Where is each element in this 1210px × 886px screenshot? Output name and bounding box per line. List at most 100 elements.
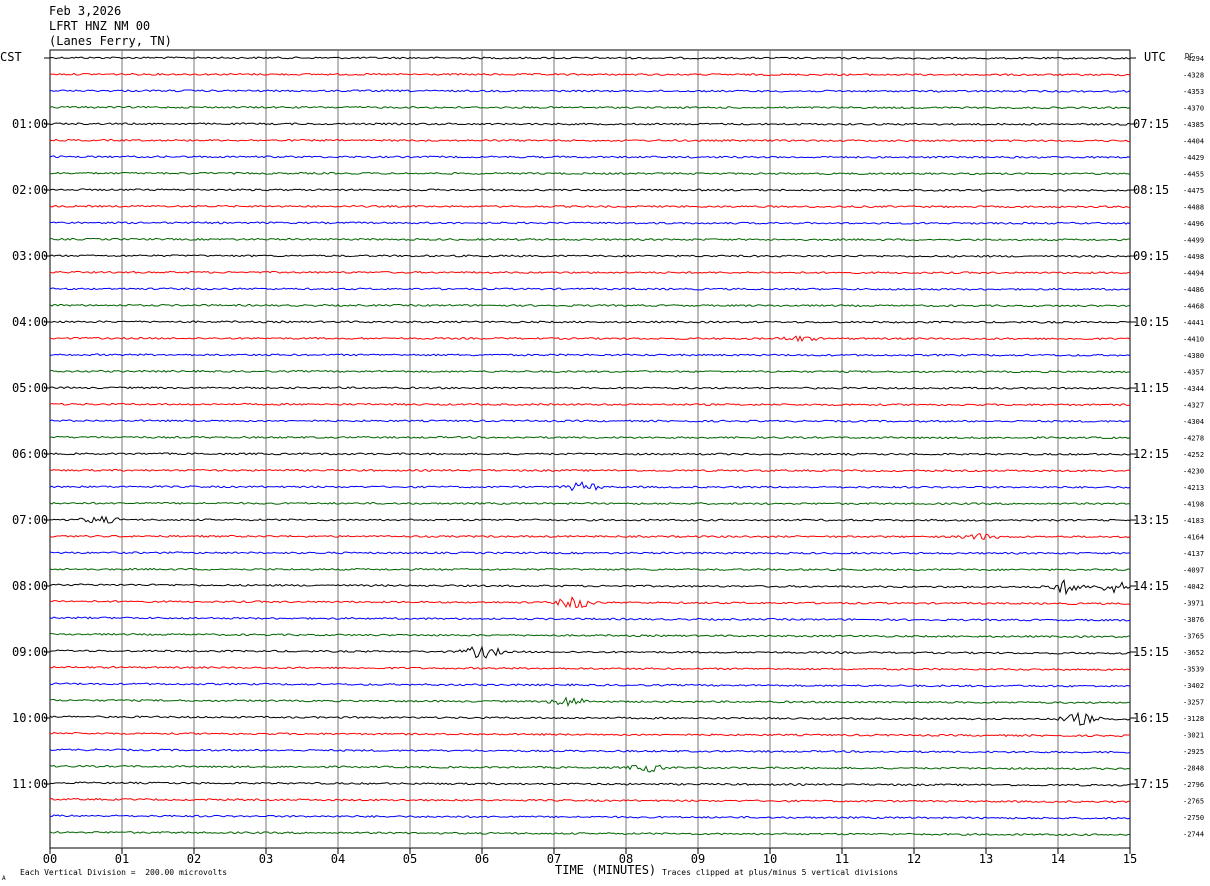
dc-offset-label: -4344 <box>1183 385 1204 393</box>
cst-hour-label: 01:00 <box>12 117 48 131</box>
x-tick-label: 00 <box>43 852 57 866</box>
plot-grid <box>44 49 1136 854</box>
cst-hour-label: 04:00 <box>12 315 48 329</box>
dc-offset-label: -3971 <box>1183 600 1204 608</box>
plot-frame <box>49 49 1131 849</box>
utc-hour-label: 15:15 <box>1133 645 1169 659</box>
dc-offset-label: -4327 <box>1183 402 1204 410</box>
dc-offset-label: -2848 <box>1183 765 1204 773</box>
x-tick-label: 12 <box>907 852 921 866</box>
seismic-trace <box>49 501 1131 506</box>
utc-hour-label: 07:15 <box>1133 117 1169 131</box>
seismic-trace <box>49 797 1131 804</box>
seismic-trace <box>49 188 1131 192</box>
seismic-traces <box>49 56 1131 837</box>
x-tick-label: 03 <box>259 852 273 866</box>
utc-hour-label: 16:15 <box>1133 711 1169 725</box>
seismic-trace <box>49 89 1131 93</box>
utc-hour-label: 14:15 <box>1133 579 1169 593</box>
dc-offset-label: -3539 <box>1183 666 1204 674</box>
seismic-trace <box>49 204 1131 209</box>
seismic-trace <box>49 402 1131 407</box>
x-axis-title: TIME (MINUTES) <box>555 863 656 877</box>
seismic-trace <box>49 435 1131 440</box>
x-tick-label: 10 <box>763 852 777 866</box>
dc-offset-label: -4410 <box>1183 336 1204 344</box>
dc-offset-label: -4499 <box>1183 237 1204 245</box>
header-date: Feb 3,2026 <box>49 4 122 18</box>
dc-offset-label: -3128 <box>1183 715 1204 723</box>
seismic-trace <box>49 369 1131 374</box>
dc-offset-label: -3021 <box>1183 732 1204 740</box>
x-tick-label: 15 <box>1123 852 1137 866</box>
dc-offset-label: -4455 <box>1183 171 1204 179</box>
dc-offset-label: -4494 <box>1183 270 1204 278</box>
seismic-trace <box>49 320 1131 324</box>
utc-hour-label: 17:15 <box>1133 777 1169 791</box>
dc-offset-label: -4357 <box>1183 369 1204 377</box>
dc-offset-label: -4328 <box>1183 72 1204 80</box>
axis-labels: 00 01 02 03 04 05 06 07 08 09 10 11 12 13 14 15 -4294 -43… <box>12 55 1204 866</box>
x-tick-label: 09 <box>691 852 705 866</box>
seismic-trace <box>49 551 1131 555</box>
seismic-trace <box>49 781 1131 787</box>
seismic-trace <box>49 386 1131 390</box>
cst-hour-label: 06:00 <box>12 447 48 461</box>
x-tick-label: 06 <box>475 852 489 866</box>
dc-offset-label: -4370 <box>1183 105 1204 113</box>
dc-offset-label: -4198 <box>1183 501 1204 509</box>
utc-hour-label: 10:15 <box>1133 315 1169 329</box>
corner-mark: A <box>2 875 6 882</box>
seismic-trace <box>49 353 1131 357</box>
seismic-trace <box>49 682 1131 688</box>
seismic-trace <box>49 632 1131 639</box>
x-tick-label: 13 <box>979 852 993 866</box>
seismic-trace <box>49 731 1131 738</box>
seismic-trace <box>49 237 1131 242</box>
dc-offset-label: -2925 <box>1183 748 1204 756</box>
x-tick-label: 02 <box>187 852 201 866</box>
seismic-trace <box>49 155 1131 159</box>
x-tick-label: 01 <box>115 852 129 866</box>
dc-offset-label: -2796 <box>1183 781 1204 789</box>
seismic-trace <box>49 616 1131 622</box>
seismic-trace <box>49 764 1131 773</box>
seismic-trace <box>49 596 1131 609</box>
dc-offset-label: -4429 <box>1183 154 1204 162</box>
dc-offset-label: -4164 <box>1183 534 1204 542</box>
seismic-trace <box>49 335 1131 343</box>
dc-offset-label: -4137 <box>1183 550 1204 558</box>
utc-axis-label: UTC <box>1144 50 1166 64</box>
dc-offset-label: -4252 <box>1183 451 1204 459</box>
seismic-trace <box>49 665 1131 672</box>
x-tick-label: 05 <box>403 852 417 866</box>
dc-offset-label: -4213 <box>1183 484 1204 492</box>
seismic-trace <box>49 171 1131 176</box>
dc-offset-label: -4404 <box>1183 138 1204 146</box>
dc-offset-label: -4278 <box>1183 435 1204 443</box>
seismic-trace <box>49 711 1131 726</box>
dc-offset-label: -2765 <box>1183 798 1204 806</box>
seismic-trace <box>49 287 1131 291</box>
seismic-trace <box>49 830 1131 837</box>
seismic-trace <box>49 578 1131 596</box>
x-tick-label: 11 <box>835 852 849 866</box>
cst-hour-label: 05:00 <box>12 381 48 395</box>
seismic-trace <box>49 221 1131 225</box>
dc-offset-label: -4097 <box>1183 567 1204 575</box>
cst-axis-label: CST <box>0 50 22 64</box>
seismic-trace <box>49 254 1131 258</box>
seismic-trace <box>49 696 1131 708</box>
dc-offset-label: -4486 <box>1183 286 1204 294</box>
seismic-trace <box>49 645 1131 659</box>
clip-note: Traces clipped at plus/minus 5 vertical … <box>662 868 898 877</box>
x-tick-label: 07 <box>547 852 561 866</box>
dc-offset-label: -4498 <box>1183 253 1204 261</box>
cst-hour-label: 10:00 <box>12 711 48 725</box>
dc-offset-label: -3652 <box>1183 649 1204 657</box>
dc-offset-label: -4183 <box>1183 517 1204 525</box>
dc-offset-label: -4441 <box>1183 319 1204 327</box>
x-tick-label: 08 <box>619 852 633 866</box>
dc-offset-label: -4380 <box>1183 352 1204 360</box>
dc-offset-label: -4353 <box>1183 88 1204 96</box>
